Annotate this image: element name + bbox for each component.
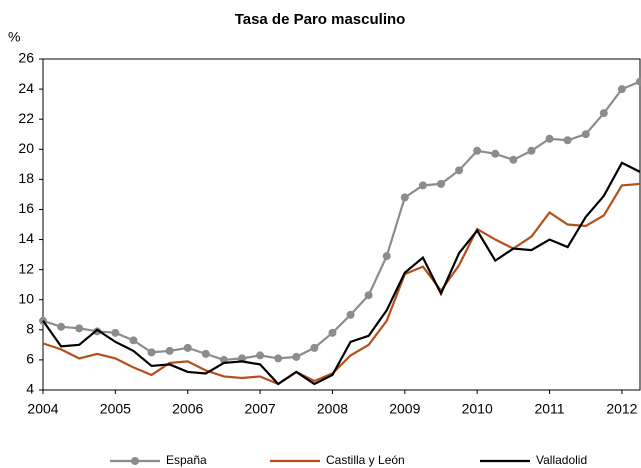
point <box>183 343 192 352</box>
legend-label: España <box>166 453 207 467</box>
point <box>75 324 84 333</box>
y-tick-label: 8 <box>26 321 34 337</box>
x-tick-label: 2004 <box>27 401 58 417</box>
chart-title: Tasa de Paro masculino <box>235 11 406 28</box>
y-tick-label: 4 <box>26 381 34 397</box>
y-tick-label: 18 <box>18 170 34 186</box>
point <box>346 310 355 319</box>
x-tick-label: 2009 <box>389 401 420 417</box>
x-tick-label: 2008 <box>317 401 348 417</box>
series-line <box>42 182 641 386</box>
legend-label: Valladolid <box>536 453 587 467</box>
point <box>93 327 102 336</box>
point <box>599 109 608 118</box>
y-tick-label: 20 <box>18 140 34 156</box>
point <box>455 166 464 175</box>
y-tick-label: 12 <box>18 260 34 276</box>
series-line <box>42 80 641 362</box>
x-tick-label: 2005 <box>100 401 131 417</box>
point <box>129 336 138 345</box>
point <box>418 181 427 190</box>
y-tick-label: 10 <box>18 290 34 306</box>
point <box>256 351 265 360</box>
point <box>364 291 373 300</box>
point <box>400 193 409 202</box>
point <box>57 322 66 331</box>
point <box>382 252 391 261</box>
x-tick-label: 2010 <box>462 401 493 417</box>
point <box>491 149 500 158</box>
point <box>111 328 120 337</box>
point <box>636 77 641 86</box>
point <box>310 343 319 352</box>
y-tick-label: 24 <box>18 80 34 96</box>
y-tick-label: 6 <box>26 351 34 367</box>
legend-marker <box>131 457 139 465</box>
point <box>473 146 482 155</box>
x-tick-label: 2012 <box>606 401 637 417</box>
point <box>563 136 572 145</box>
x-tick-label: 2006 <box>172 401 203 417</box>
point <box>581 130 590 139</box>
y-axis-label: % <box>8 29 20 45</box>
point <box>328 328 337 337</box>
point <box>274 354 283 363</box>
point <box>617 85 626 94</box>
y-tick-label: 22 <box>18 110 34 126</box>
point <box>147 348 156 357</box>
point <box>437 179 445 188</box>
point <box>292 352 301 361</box>
point <box>165 346 174 355</box>
plot-frame <box>42 58 641 391</box>
point <box>509 155 518 164</box>
legend-label: Castilla y León <box>326 453 405 467</box>
y-tick-label: 16 <box>18 200 34 216</box>
x-tick-label: 2011 <box>534 401 564 417</box>
point <box>238 354 246 363</box>
point <box>527 146 536 155</box>
y-tick-label: 26 <box>18 50 34 66</box>
y-tick-label: 14 <box>18 230 34 246</box>
point <box>201 349 210 358</box>
x-tick-label: 2007 <box>245 401 276 417</box>
point <box>545 134 554 143</box>
series-line <box>42 161 641 386</box>
